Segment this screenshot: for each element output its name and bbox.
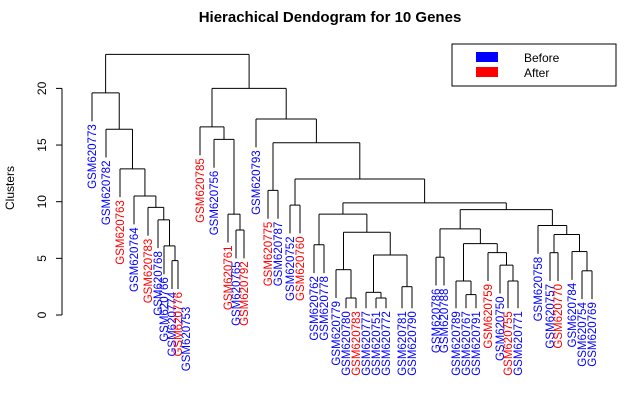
- legend: Before After: [451, 43, 617, 87]
- y-axis-label: Clusters: [3, 166, 17, 210]
- leaf-label: GSM620793: [251, 150, 263, 215]
- leaf-label: GSM620771: [513, 311, 525, 376]
- leaf-label: GSM620753: [181, 307, 193, 372]
- leaf-label: GSM620783: [351, 311, 363, 376]
- leaf-label: GSM620762: [309, 276, 321, 341]
- leaf-label: GSM620763: [115, 200, 127, 265]
- y-tick-label: 5: [35, 255, 49, 262]
- leaf-label: GSM620784: [567, 282, 579, 347]
- leaf-label: GSM620776: [173, 292, 185, 357]
- legend-swatch-before: [476, 52, 498, 62]
- dendrogram-tree: [91, 53, 593, 309]
- y-tick-label: 10: [35, 195, 49, 209]
- leaf-label: GSM620780: [341, 311, 353, 376]
- leaf-label: GSM620788: [439, 289, 451, 354]
- leaf-label: GSM620756: [209, 171, 221, 236]
- leaf-label: GSM620766: [159, 277, 171, 342]
- leaf-label: GSM620772: [381, 311, 393, 376]
- legend-swatch-after: [476, 67, 498, 77]
- leaf-label: GSM620773: [87, 124, 99, 189]
- leaf-label: GSM620764: [129, 227, 141, 292]
- leaf-label: GSM620758: [533, 257, 545, 322]
- leaf-label: GSM620774: [167, 291, 179, 356]
- leaf-label: GSM620765: [231, 261, 243, 326]
- leaf-label: GSM620787: [273, 222, 285, 287]
- leaf-label: GSM620789: [451, 311, 463, 376]
- leaf-label: GSM620785: [195, 158, 207, 223]
- leaf-label: GSM620791: [471, 311, 483, 376]
- leaf-label: GSM620778: [319, 276, 331, 341]
- leaf-label: GSM620761: [223, 245, 235, 310]
- legend-label-after: After: [524, 66, 549, 80]
- leaf-label: GSM620782: [101, 161, 113, 226]
- leaf-label: GSM620775: [263, 222, 275, 287]
- legend-box: [451, 43, 617, 87]
- leaf-label: GSM620759: [483, 284, 495, 349]
- leaf-label: GSM620777: [361, 311, 373, 376]
- leaf-label: GSM620750: [495, 296, 507, 361]
- leaf-label: GSM620760: [295, 236, 307, 301]
- leaf-label: GSM620757: [545, 284, 557, 349]
- legend-label-before: Before: [524, 51, 560, 65]
- leaf-label: GSM620767: [461, 311, 473, 376]
- leaf-label: GSM620754: [577, 302, 589, 367]
- y-axis: 0 5 10 15 20: [35, 81, 63, 318]
- leaf-label: GSM620790: [407, 311, 419, 376]
- leaf-label: GSM620755: [503, 311, 515, 376]
- leaf-label: GSM620768: [153, 251, 165, 316]
- y-tick-label: 20: [35, 81, 49, 95]
- leaf-label: GSM620769: [587, 302, 599, 367]
- chart-title: Hierachical Dendogram for 10 Genes: [199, 9, 462, 26]
- y-tick-label: 0: [35, 311, 49, 318]
- leaf-label: GSM620751: [371, 311, 383, 376]
- leaf-label: GSM620781: [397, 311, 409, 376]
- leaf-label: GSM620752: [285, 236, 297, 301]
- y-tick-label: 15: [35, 138, 49, 152]
- leaf-label: GSM620792: [239, 261, 251, 326]
- leaf-label: GSM620783: [143, 239, 155, 304]
- leaf-label: GSM620786: [431, 289, 443, 354]
- leaf-label: GSM620770: [553, 284, 565, 349]
- leaf-label: GSM620779: [331, 301, 343, 366]
